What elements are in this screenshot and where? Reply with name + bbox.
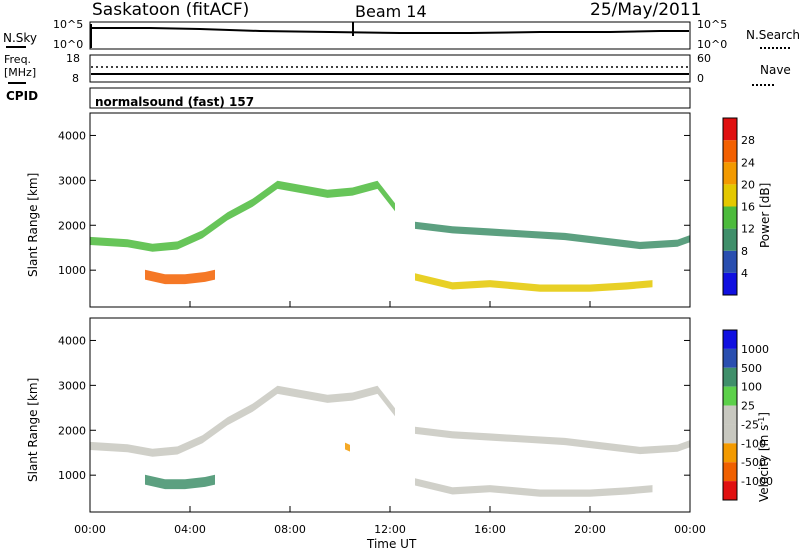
echo-band: [90, 180, 395, 252]
colorbar-tick-label: 100: [741, 381, 762, 394]
colorbar-swatch: [723, 272, 737, 295]
y-tick-label: 4000: [58, 334, 86, 347]
colorbar-tick-label: 4: [741, 267, 748, 280]
nsky-legend-line: [6, 46, 26, 48]
echo-band: [145, 269, 215, 285]
colorbar-tick-label: 20: [741, 178, 755, 191]
noise-y2-bottom-tick: 10^0: [697, 38, 727, 51]
y-tick-label: 3000: [58, 174, 86, 187]
x-tick-label: 20:00: [574, 523, 606, 536]
colorbar-tick-label: 24: [741, 156, 755, 169]
nsearch-legend-line: [760, 47, 790, 49]
colorbar-tick-label: 28: [741, 134, 755, 147]
colorbar-swatch: [723, 228, 737, 251]
y-tick-label: 1000: [58, 264, 86, 277]
x-tick-label: 16:00: [474, 523, 506, 536]
colorbar-swatch: [723, 162, 737, 185]
date-title: 25/May/2011: [590, 0, 702, 20]
x-tick-label: 12:00: [374, 523, 406, 536]
colorbar-tick-label: 25: [741, 400, 755, 413]
velocity-panel: 1000 2000 3000 4000 Slant Range [km]: [26, 317, 691, 513]
colorbar-swatch: [723, 481, 737, 500]
cpid-label: CPID: [6, 89, 39, 103]
cpid-program: normalsound (fast) 157: [95, 95, 255, 109]
colorbar-tick-label: -25: [741, 418, 759, 431]
colorbar-swatch: [723, 424, 737, 444]
x-tick-label: 04:00: [174, 523, 206, 536]
nave-tick-0: 0: [697, 72, 704, 85]
noise-y-top-tick: 10^5: [53, 18, 83, 31]
colorbar-swatch: [723, 118, 737, 141]
station-title: Saskatoon (fitACF): [92, 0, 250, 20]
freq-tick-8: 8: [72, 72, 79, 85]
nsearch-label: N.Search: [746, 28, 800, 42]
nave-legend-line: [752, 84, 774, 86]
echo-band: [415, 221, 690, 250]
colorbar-swatch: [723, 367, 737, 387]
noise-panel: 10^5 10^0 10^5 10^0: [53, 18, 727, 51]
x-axis-label: Time UT: [366, 537, 417, 551]
nave-tick-60: 60: [697, 52, 711, 65]
colorbar-swatch: [723, 330, 737, 349]
x-tick-label: 00:00: [674, 523, 706, 536]
colorbar-swatch: [723, 386, 737, 406]
colorbar-swatch: [723, 462, 737, 482]
y-tick-label: 4000: [58, 129, 86, 142]
cpid-panel: [89, 87, 691, 109]
noise-y-bottom-tick: 10^0: [53, 38, 83, 51]
freq-legend-line: [8, 82, 26, 84]
colorbar-swatch: [723, 184, 737, 207]
nsky-trace: [91, 27, 689, 34]
colorbar-tick-label: 16: [741, 201, 755, 214]
power-panel: 1000 2000 3000 4000 Slant Range [km]: [26, 112, 691, 308]
nsky-label: N.Sky: [3, 31, 38, 45]
colorbar-tick-label: 12: [741, 223, 755, 236]
colorbar-swatch: [723, 405, 737, 425]
power-colorbar-label: Power [dB]: [758, 183, 772, 248]
x-tick-label: 00:00: [74, 523, 106, 536]
freq-tick-18: 18: [66, 52, 80, 65]
colorbar-tick-label: -500: [741, 456, 766, 469]
y-tick-label: 2000: [58, 219, 86, 232]
freq-label: Freq.: [4, 53, 32, 66]
colorbar-tick-label: 500: [741, 362, 762, 375]
noise-y2-top-tick: 10^5: [697, 18, 727, 31]
echo-band: [90, 385, 395, 457]
colorbar-swatch: [723, 348, 737, 368]
colorbar-tick-label: 1000: [741, 343, 769, 356]
colorbar-swatch: [723, 443, 737, 463]
x-tick-label: 08:00: [274, 523, 306, 536]
power-ylabel: Slant Range [km]: [26, 173, 40, 277]
echo-band: [415, 478, 653, 497]
y-tick-label: 2000: [58, 424, 86, 437]
nave-label: Nave: [760, 63, 791, 77]
beam-title: Beam 14: [355, 2, 427, 21]
velocity-ylabel: Slant Range [km]: [26, 378, 40, 482]
echo-band: [345, 442, 350, 452]
colorbar-tick-label: -1000: [741, 475, 773, 488]
freq-unit-label: [MHz]: [4, 66, 37, 79]
velocity-colorbar-label: Velocity [m s-1]: [757, 412, 771, 502]
echo-band: [415, 426, 690, 455]
colorbar-tick-label: 8: [741, 245, 748, 258]
echo-band: [145, 474, 215, 490]
colorbar-swatch: [723, 250, 737, 273]
colorbar-swatch: [723, 140, 737, 163]
echo-band: [415, 273, 653, 292]
y-tick-label: 1000: [58, 469, 86, 482]
freq-panel: 18 8 60 0: [66, 52, 711, 85]
y-tick-label: 3000: [58, 379, 86, 392]
colorbar-tick-label: -100: [741, 437, 766, 450]
colorbar-swatch: [723, 206, 737, 229]
